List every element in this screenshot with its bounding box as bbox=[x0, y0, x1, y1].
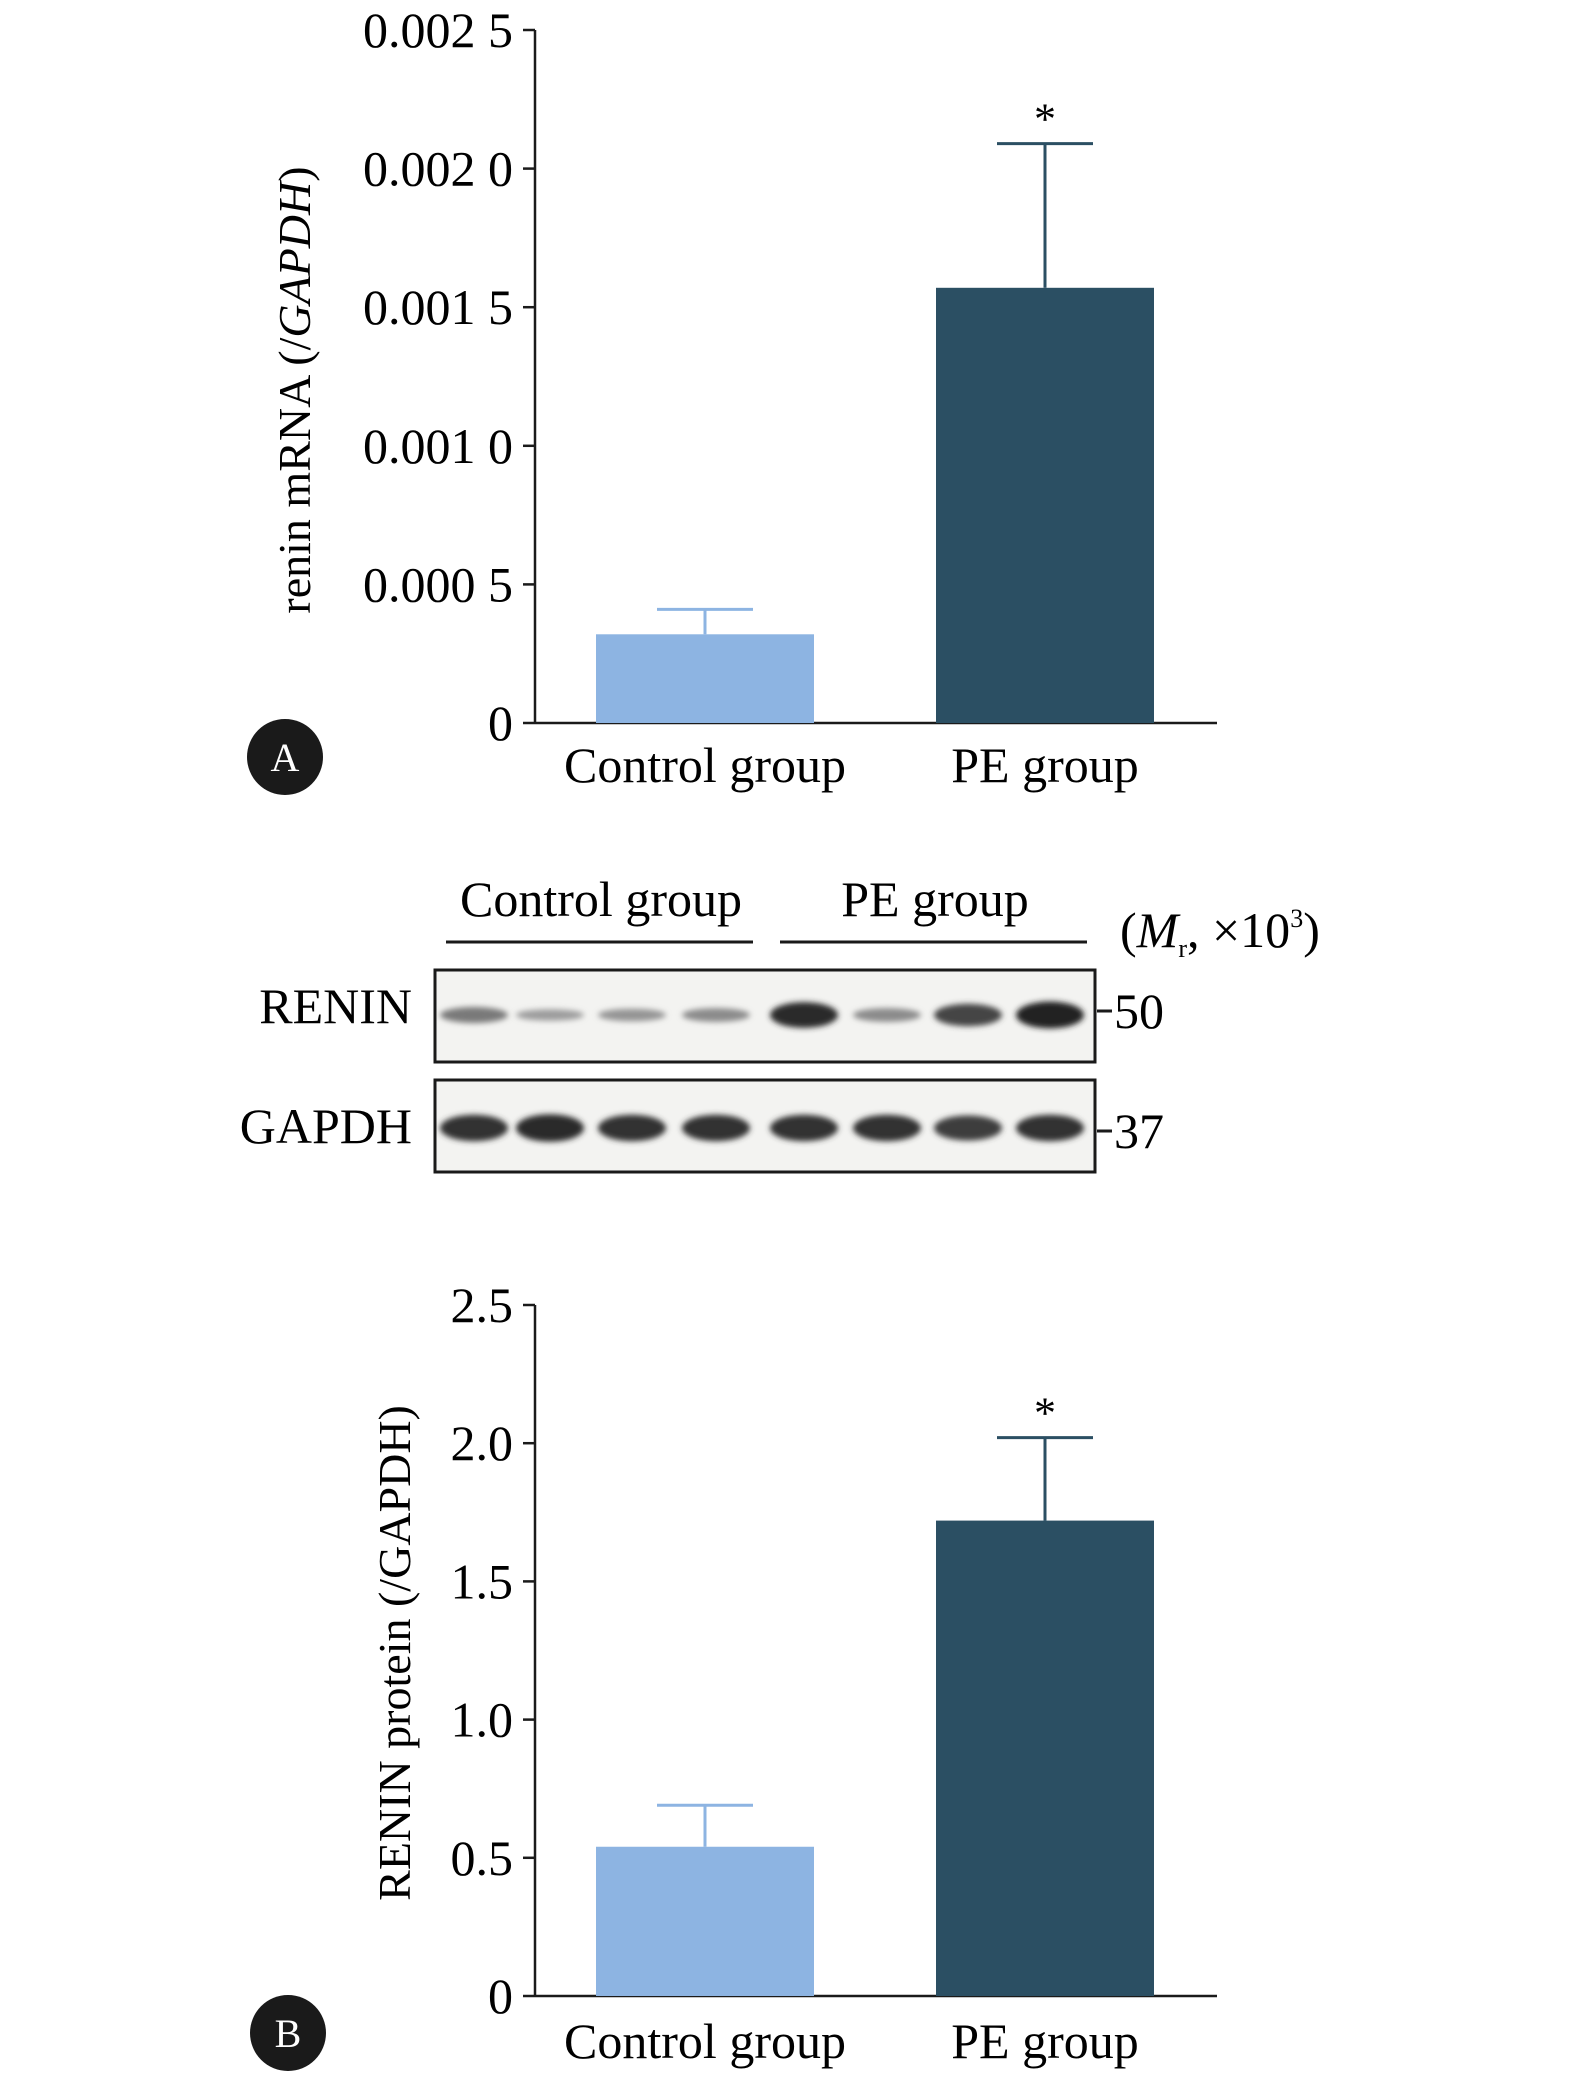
y-tick-label: 0.002 5 bbox=[363, 2, 513, 58]
blot-band bbox=[440, 1007, 508, 1023]
error-bar-pe bbox=[997, 1436, 1093, 1521]
significance-marker: * bbox=[1034, 1389, 1056, 1438]
error-bar-pe bbox=[997, 142, 1093, 288]
chart-b: 0 0.5 1.0 1.5 2.0 2.5 * Control group PE group… bbox=[250, 1277, 1217, 2071]
blot-mw-unit: (Mr, ×103) bbox=[1120, 902, 1320, 963]
chart-a-categories: Control group PE group bbox=[564, 737, 1139, 793]
bar-pe bbox=[936, 287, 1154, 723]
y-tick-label: 0.001 0 bbox=[363, 418, 513, 474]
blot-band bbox=[598, 1114, 666, 1142]
blot-bands-renin bbox=[440, 1001, 1084, 1029]
blot-band bbox=[682, 1008, 750, 1022]
blot-band bbox=[1016, 1001, 1084, 1029]
bar-control bbox=[596, 1846, 814, 1996]
x-category-label: PE group bbox=[951, 737, 1139, 793]
blot-band bbox=[516, 1009, 584, 1021]
x-category-label: Control group bbox=[564, 2013, 846, 2069]
blot-band bbox=[853, 1008, 921, 1022]
blot-row-label-renin: RENIN bbox=[259, 978, 412, 1034]
y-tick-label: 0.5 bbox=[451, 1830, 514, 1886]
svg-text:B: B bbox=[275, 2011, 302, 2056]
chart-a-bars: * bbox=[596, 95, 1154, 723]
y-tick-label: 0 bbox=[488, 1968, 513, 2024]
x-category-label: PE group bbox=[951, 2013, 1139, 2069]
blot-band bbox=[770, 1114, 838, 1142]
blot-mw-label-renin: 50 bbox=[1114, 983, 1164, 1039]
chart-a-ylabel: renin mRNA (/GAPDH) bbox=[269, 166, 320, 613]
y-tick-label: 1.0 bbox=[451, 1692, 514, 1748]
blot-band bbox=[934, 1115, 1002, 1141]
panel-label-a: A bbox=[247, 719, 323, 795]
chart-a-ylabel-gene: GAPDH bbox=[269, 179, 320, 338]
bar-control bbox=[596, 634, 814, 723]
blot-band bbox=[934, 1003, 1002, 1027]
blot-group-control: Control group bbox=[460, 871, 742, 927]
significance-marker: * bbox=[1034, 95, 1056, 144]
chart-a: 0 0.000 5 0.001 0 0.001 5 0.002 0 0.002 5 * C… bbox=[247, 2, 1217, 795]
chart-b-ticks: 0 0.5 1.0 1.5 2.0 2.5 bbox=[451, 1277, 535, 2024]
blot-mw-label-gapdh: 37 bbox=[1114, 1103, 1164, 1159]
chart-b-categories: Control group PE group bbox=[564, 2013, 1139, 2069]
y-tick-label: 0 bbox=[488, 695, 513, 751]
chart-b-bars: * bbox=[596, 1389, 1154, 1996]
panel-label-b: B bbox=[250, 1995, 326, 2071]
western-blot: Control group PE group (Mr, ×103) RENIN … bbox=[240, 871, 1320, 1174]
y-tick-label: 2.0 bbox=[451, 1415, 514, 1471]
error-bar-control bbox=[657, 1803, 753, 1847]
blot-band bbox=[770, 1002, 838, 1028]
chart-a-ylabel-prefix: renin mRNA (/ bbox=[269, 337, 320, 613]
x-category-label: Control group bbox=[564, 737, 846, 793]
y-tick-label: 0.000 5 bbox=[363, 556, 513, 612]
blot-band bbox=[682, 1114, 750, 1142]
y-tick-label: 0.001 5 bbox=[363, 279, 513, 335]
blot-group-pe: PE group bbox=[841, 871, 1029, 927]
svg-text:A: A bbox=[271, 735, 300, 780]
blot-band bbox=[440, 1114, 508, 1142]
y-tick-label: 2.5 bbox=[451, 1277, 514, 1333]
chart-b-ylabel: RENIN protein (/GAPDH) bbox=[369, 1405, 420, 1901]
chart-a-ticks: 0 0.000 5 0.001 0 0.001 5 0.002 0 0.002 5 bbox=[363, 2, 535, 751]
blot-bands-gapdh bbox=[440, 1114, 1084, 1142]
y-tick-label: 0.002 0 bbox=[363, 141, 513, 197]
blot-row-label-gapdh: GAPDH bbox=[240, 1098, 412, 1154]
y-tick-label: 1.5 bbox=[451, 1553, 514, 1609]
bar-pe bbox=[936, 1520, 1154, 1996]
blot-band bbox=[598, 1008, 666, 1022]
blot-band bbox=[853, 1114, 921, 1142]
blot-band bbox=[516, 1114, 584, 1142]
blot-band bbox=[1016, 1114, 1084, 1142]
error-bar-control bbox=[657, 607, 753, 635]
chart-a-ylabel-suffix: ) bbox=[269, 166, 320, 181]
